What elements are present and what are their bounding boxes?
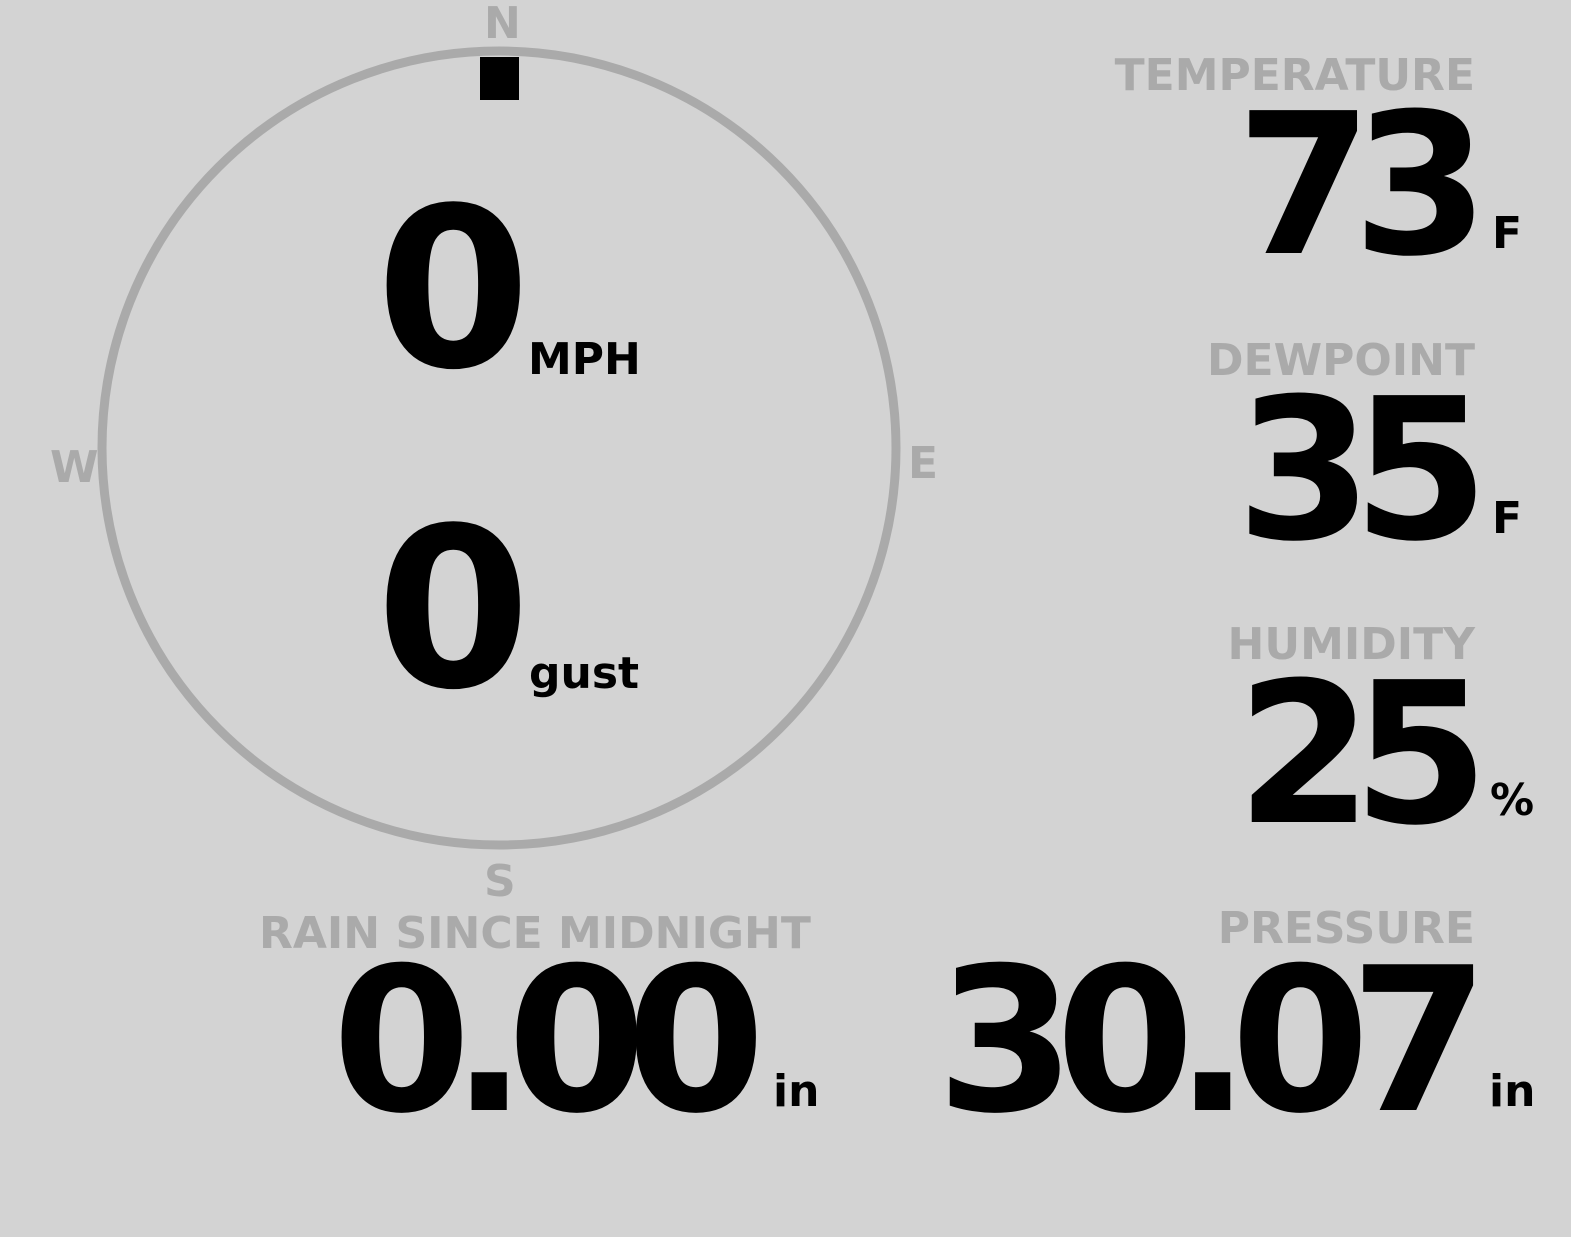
humidity-unit: % <box>1490 775 1535 826</box>
wind-direction-marker <box>480 57 519 100</box>
compass-ring <box>97 46 901 850</box>
dewpoint-unit: F <box>1492 493 1523 544</box>
pressure-value: 30.07 <box>936 925 1489 1158</box>
rain-unit: in <box>773 1066 820 1117</box>
wind-gust-label: gust <box>529 648 640 699</box>
compass-west: W <box>50 442 99 493</box>
pressure-unit: in <box>1489 1066 1536 1117</box>
compass-north: N <box>484 0 521 49</box>
pressure-label: PRESSURE <box>1217 903 1475 954</box>
humidity-value: 25 <box>1236 641 1489 869</box>
compass-dial <box>97 46 901 850</box>
rain-value: 0.00 <box>332 925 765 1158</box>
humidity-label: HUMIDITY <box>1227 619 1475 670</box>
rain-label: RAIN SINCE MIDNIGHT <box>259 908 811 959</box>
compass-south: S <box>484 856 516 907</box>
wind-speed-value: 0 <box>376 161 531 419</box>
temperature-label: TEMPERATURE <box>1114 50 1475 101</box>
temperature-value: 73 <box>1236 72 1489 300</box>
dewpoint-label: DEWPOINT <box>1207 335 1475 386</box>
wind-speed-unit: MPH <box>528 334 641 385</box>
temperature-unit: F <box>1492 208 1523 259</box>
wind-gust-value: 0 <box>376 481 531 739</box>
compass-east: E <box>908 438 939 489</box>
dewpoint-value: 35 <box>1236 357 1489 585</box>
